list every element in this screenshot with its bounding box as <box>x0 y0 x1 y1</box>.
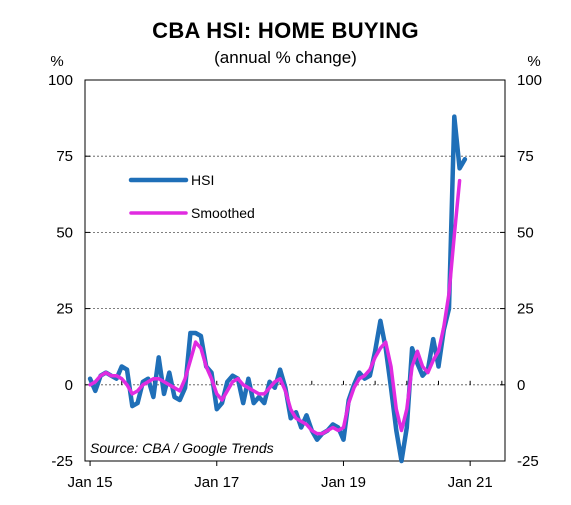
x-tick-label: Jan 21 <box>448 474 493 491</box>
y-tick-label-right: 25 <box>517 301 534 318</box>
x-tick-label: Jan 19 <box>321 474 366 491</box>
series-line-smoothed <box>88 178 462 436</box>
y-tick-label-right: -25 <box>517 453 539 470</box>
y-tick-label-left: -25 <box>51 453 73 470</box>
y-tick-label-left: 100 <box>48 72 73 89</box>
chart-title: CBA HSI: HOME BUYING <box>152 18 419 43</box>
source-note: Source: CBA / Google Trends <box>90 440 274 456</box>
y-tick-label-left: 50 <box>56 224 73 241</box>
legend-label-hsi: HSI <box>191 172 214 188</box>
y-tick-label-right: 0 <box>517 377 525 394</box>
y-tick-label-left: 25 <box>56 301 73 318</box>
y-unit-left: % <box>50 53 63 70</box>
x-tick-label: Jan 15 <box>68 474 113 491</box>
series-lines <box>87 114 468 464</box>
chart-subtitle: (annual % change) <box>214 48 357 67</box>
y-unit-right: % <box>527 53 540 70</box>
y-tick-label-left: 75 <box>56 148 73 165</box>
legend-label-smoothed: Smoothed <box>191 205 255 221</box>
y-tick-label-right: 50 <box>517 224 534 241</box>
y-tick-label-right: 100 <box>517 72 542 89</box>
y-tick-label-left: 0 <box>65 377 73 394</box>
series-line-hsi <box>87 114 468 464</box>
x-tick-label: Jan 17 <box>194 474 239 491</box>
plot-frame <box>84 79 506 462</box>
axes: -25 -25 0 0 25 25 50 50 75 75 100 100% % Jan 15 Jan 17… <box>48 53 542 491</box>
y-tick-label-right: 75 <box>517 148 534 165</box>
legend: HSI Smoothed <box>128 172 255 221</box>
